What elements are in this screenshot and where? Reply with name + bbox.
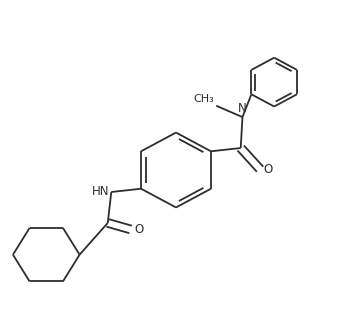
Text: CH₃: CH₃ — [194, 94, 214, 104]
Text: N: N — [237, 102, 246, 115]
Text: O: O — [134, 223, 143, 236]
Text: O: O — [264, 163, 273, 176]
Text: HN: HN — [92, 184, 109, 198]
